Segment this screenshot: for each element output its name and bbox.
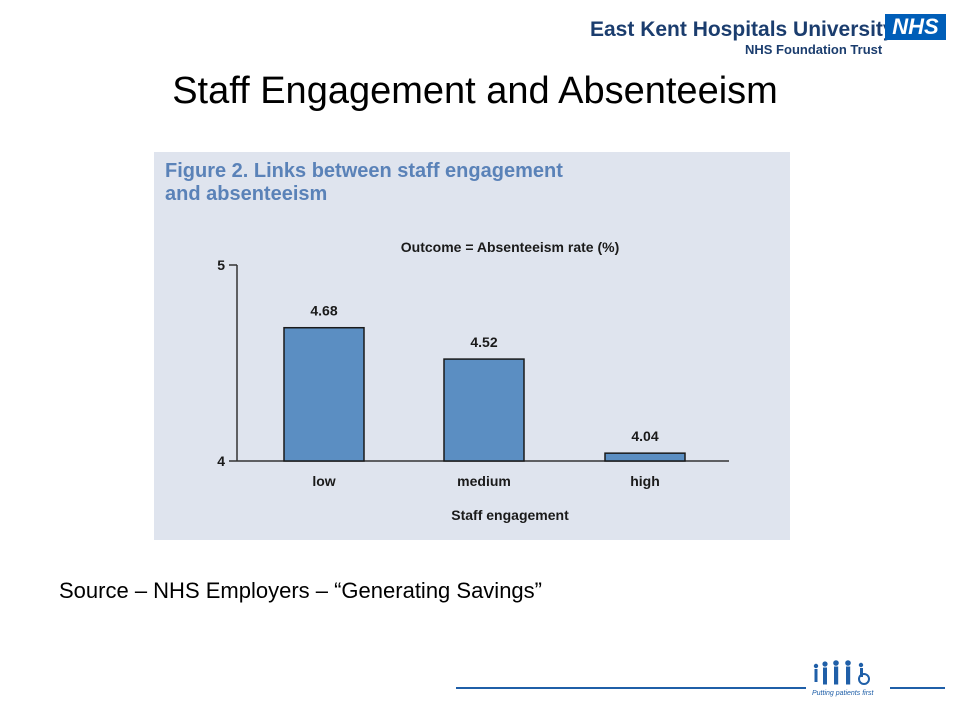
chart-title: Outcome = Absenteeism rate (%) xyxy=(401,239,620,255)
footer-rule-left xyxy=(456,687,806,689)
bar-chart: Outcome = Absenteeism rate (%) 4 5 4.68 low 4… xyxy=(217,239,729,523)
figure-title-line-2: and absenteeism xyxy=(165,183,328,205)
bar-high xyxy=(604,452,686,462)
figure-panel: Figure 2. Links between staff engagement… xyxy=(154,152,790,540)
bar-low xyxy=(283,326,365,462)
bar-medium xyxy=(443,358,525,462)
data-label-medium: 4.52 xyxy=(470,334,497,350)
org-subtitle: NHS Foundation Trust xyxy=(745,42,883,57)
nhs-logo-icon: NHS xyxy=(885,14,946,40)
y-tick-label-1: 5 xyxy=(217,257,225,273)
org-header: East Kent Hospitals University NHS Found… xyxy=(570,12,950,60)
org-name: East Kent Hospitals University xyxy=(590,18,895,41)
x-tick-label-low: low xyxy=(312,473,335,489)
x-tick-label-medium: medium xyxy=(457,473,511,489)
data-label-low: 4.68 xyxy=(310,303,337,319)
y-tick-label-0: 4 xyxy=(217,453,225,469)
people-with-wheelchair-icon xyxy=(813,660,870,685)
x-tick-label-high: high xyxy=(630,473,660,489)
source-note: Source – NHS Employers – “Generating Sav… xyxy=(59,578,542,603)
footer-tagline: Putting patients first xyxy=(812,690,874,697)
figure-title-line-1: Figure 2. Links between staff engagement xyxy=(165,160,563,182)
x-axis-title: Staff engagement xyxy=(451,507,569,523)
footer-rule-right xyxy=(890,687,945,689)
footer-logo: Putting patients first xyxy=(808,660,888,700)
figure-title: Figure 2. Links between staff engagement… xyxy=(165,160,765,206)
data-label-high: 4.04 xyxy=(631,428,658,444)
slide-title: Staff Engagement and Absenteeism xyxy=(172,70,778,112)
